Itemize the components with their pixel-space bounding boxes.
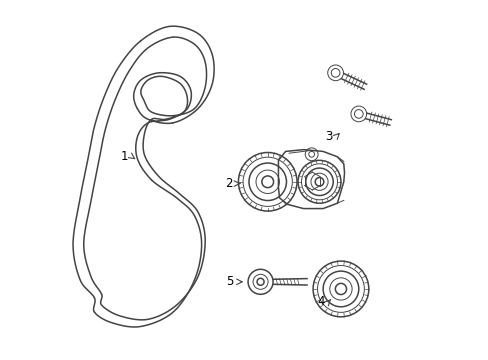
Text: 5: 5: [226, 275, 233, 288]
Text: 3: 3: [324, 130, 331, 143]
Text: 4: 4: [317, 295, 324, 308]
Text: 2: 2: [224, 177, 232, 190]
Text: 1: 1: [120, 150, 127, 163]
